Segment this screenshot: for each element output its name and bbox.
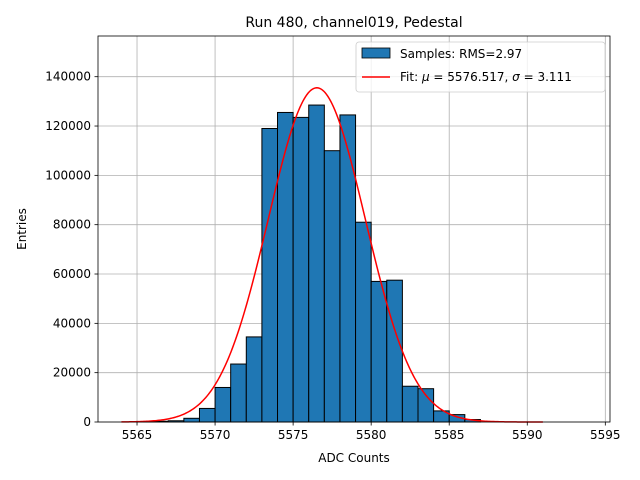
- y-tick-label: 60000: [53, 267, 91, 281]
- histogram-bar: [323, 150, 341, 423]
- histogram-bar: [386, 279, 403, 423]
- legend: Samples: RMS=2.97 Fit: μ = 5576.517, σ =…: [355, 41, 606, 93]
- x-axis-label: ADC Counts: [318, 451, 390, 465]
- legend-histogram-label: Samples: RMS=2.97: [400, 47, 522, 61]
- histogram-bar: [183, 417, 200, 423]
- x-tick-label: 5565: [122, 428, 153, 442]
- legend-histogram-swatch: [361, 47, 391, 59]
- fit-curve: [121, 87, 543, 423]
- histogram-bar: [339, 114, 357, 423]
- y-tick-label: 140000: [45, 70, 91, 84]
- histogram-bars: [136, 104, 481, 423]
- histogram-bar: [417, 388, 435, 423]
- x-tick-label: 5575: [278, 428, 309, 442]
- x-tick-label: 5590: [512, 428, 543, 442]
- chart-title: Run 480, channel019, Pedestal: [245, 15, 462, 31]
- legend-box: [355, 41, 606, 93]
- histogram-bar: [198, 407, 216, 423]
- histogram-bar: [370, 280, 388, 423]
- y-axis-ticks: 0 20000 40000 60000 80000 100000 120000 140000: [45, 70, 98, 429]
- y-tick-label: 100000: [45, 168, 91, 182]
- histogram-bar: [261, 127, 279, 423]
- histogram-bar: [245, 336, 263, 423]
- histogram-bar: [308, 104, 325, 423]
- legend-fit-label: Fit: μ = 5576.517, σ = 3.111: [400, 70, 572, 84]
- y-tick-label: 20000: [53, 366, 91, 380]
- x-tick-label: 5570: [200, 428, 231, 442]
- histogram-bar: [277, 111, 294, 423]
- y-tick-label: 120000: [45, 119, 91, 133]
- y-tick-label: 40000: [53, 316, 91, 330]
- x-tick-label: 5580: [356, 428, 387, 442]
- histogram-bar: [355, 221, 372, 423]
- x-axis-ticks: 5565 5570 5575 5580 5585 5590 5595: [122, 422, 621, 442]
- histogram-bar: [292, 116, 310, 423]
- histogram-bar: [214, 386, 232, 423]
- y-tick-label: 80000: [53, 218, 91, 232]
- y-tick-label: 0: [83, 415, 91, 429]
- x-tick-label: 5595: [590, 428, 621, 442]
- y-axis-label: Entries: [15, 208, 29, 250]
- plot-area-frame: [97, 35, 611, 423]
- x-tick-label: 5585: [434, 428, 465, 442]
- histogram-bar: [401, 385, 419, 423]
- histogram-bar: [230, 363, 247, 423]
